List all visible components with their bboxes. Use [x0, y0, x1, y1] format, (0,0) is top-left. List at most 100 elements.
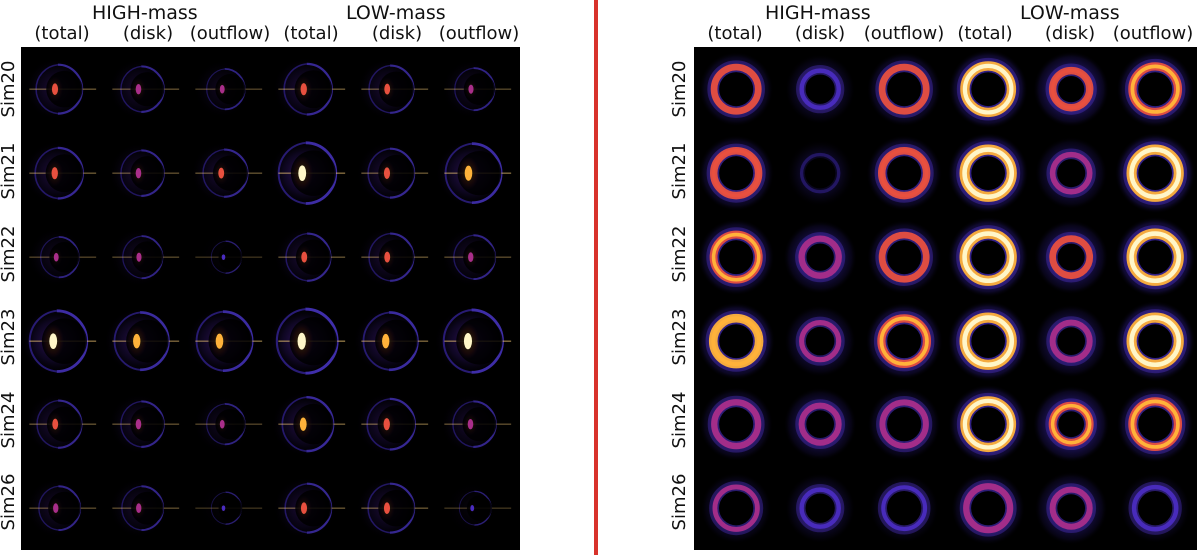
- image-thumbnail: [21, 466, 105, 551]
- col-label: (total): [707, 23, 763, 44]
- image-cell: [104, 130, 188, 216]
- image-thumbnail: [1029, 47, 1114, 132]
- image-cell: [1029, 47, 1114, 132]
- image-thumbnail: [1113, 47, 1198, 132]
- col-label: (outflow): [438, 23, 520, 44]
- row-label: Sim23: [0, 308, 19, 366]
- image-thumbnail: [777, 382, 863, 467]
- image-cell: [694, 47, 779, 132]
- image-thumbnail: [861, 298, 946, 383]
- col-label: (outflow): [189, 23, 271, 44]
- col-label: (disk): [371, 23, 423, 44]
- image-thumbnail: [694, 47, 779, 132]
- image-thumbnail: [187, 466, 271, 551]
- image-cell: [777, 130, 863, 216]
- image-thumbnail: [21, 130, 105, 216]
- image-thumbnail: [353, 382, 437, 467]
- image-thumbnail: [270, 47, 354, 132]
- image-thumbnail: [187, 130, 271, 216]
- image-cell: [945, 130, 1030, 216]
- image-cell: [187, 466, 271, 551]
- image-cell: [353, 47, 437, 132]
- image-cell: [436, 466, 520, 551]
- image-cell: [945, 382, 1030, 467]
- image-cell: [1029, 130, 1114, 216]
- image-thumbnail: [353, 298, 437, 383]
- image-cell: [187, 130, 271, 216]
- image-thumbnail: [270, 214, 354, 299]
- image-thumbnail: [945, 214, 1030, 299]
- image-thumbnail: [104, 466, 188, 551]
- image-thumbnail: [1113, 382, 1198, 467]
- image-thumbnail: [187, 47, 271, 132]
- image-cell: [1113, 47, 1198, 132]
- image-thumbnail: [694, 214, 779, 299]
- image-cell: [1029, 298, 1114, 383]
- group-label-high: HIGH-mass: [92, 2, 198, 24]
- image-cell: [777, 382, 863, 467]
- image-thumbnail: [945, 130, 1030, 216]
- image-cell: [1113, 466, 1198, 551]
- image-thumbnail: [436, 130, 520, 216]
- image-thumbnail: [21, 382, 105, 467]
- image-cell: [104, 47, 188, 132]
- image-cell: [187, 382, 271, 467]
- image-grid-face-on: [694, 47, 1198, 551]
- row-label: Sim23: [669, 308, 690, 366]
- image-cell: [1113, 130, 1198, 216]
- image-thumbnail: [1029, 382, 1114, 467]
- image-thumbnail: [104, 382, 188, 467]
- image-cell: [436, 130, 520, 216]
- row-label: Sim22: [669, 225, 690, 283]
- image-thumbnail: [861, 130, 946, 216]
- row-label: Sim26: [669, 473, 690, 531]
- image-thumbnail: [1029, 130, 1114, 216]
- image-thumbnail: [1113, 214, 1198, 299]
- image-cell: [21, 47, 105, 132]
- col-label: (disk): [1044, 23, 1096, 44]
- image-thumbnail: [353, 47, 437, 132]
- image-cell: [436, 47, 520, 132]
- image-cell: [187, 47, 271, 132]
- image-thumbnail: [777, 298, 863, 383]
- image-cell: [1113, 298, 1198, 383]
- image-cell: [694, 298, 779, 383]
- col-label: (total): [283, 23, 339, 44]
- image-thumbnail: [187, 214, 271, 299]
- image-thumbnail: [353, 130, 437, 216]
- image-thumbnail: [945, 466, 1030, 551]
- image-cell: [270, 466, 354, 551]
- image-thumbnail: [694, 130, 779, 216]
- image-cell: [777, 466, 863, 551]
- image-cell: [436, 382, 520, 467]
- image-cell: [861, 382, 946, 467]
- image-cell: [270, 298, 354, 383]
- image-thumbnail: [777, 130, 863, 216]
- row-label: Sim24: [669, 391, 690, 449]
- col-label: (outflow): [1112, 23, 1194, 44]
- image-cell: [270, 214, 354, 299]
- image-cell: [945, 47, 1030, 132]
- image-cell: [694, 214, 779, 299]
- image-thumbnail: [694, 466, 779, 551]
- image-thumbnail: [1113, 466, 1198, 551]
- image-cell: [353, 130, 437, 216]
- image-thumbnail: [1029, 466, 1114, 551]
- image-thumbnail: [104, 130, 188, 216]
- image-thumbnail: [861, 47, 946, 132]
- image-cell: [861, 214, 946, 299]
- image-thumbnail: [21, 298, 105, 383]
- image-cell: [21, 382, 105, 467]
- row-label: Sim21: [0, 142, 19, 200]
- image-thumbnail: [270, 466, 354, 551]
- image-thumbnail: [436, 214, 520, 299]
- image-cell: [861, 130, 946, 216]
- image-thumbnail: [187, 298, 271, 383]
- row-label: Sim20: [0, 60, 19, 118]
- image-thumbnail: [270, 130, 354, 216]
- image-cell: [436, 214, 520, 299]
- image-thumbnail: [104, 214, 188, 299]
- image-thumbnail: [1029, 214, 1114, 299]
- image-thumbnail: [861, 214, 946, 299]
- col-label: (outflow): [863, 23, 945, 44]
